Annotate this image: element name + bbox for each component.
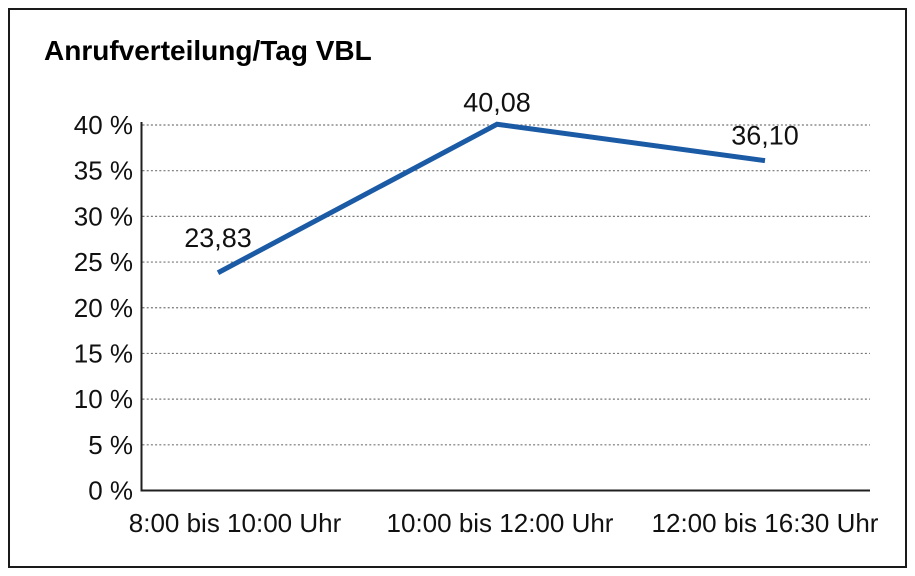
value-label: 40,08: [463, 87, 531, 117]
value-label: 23,83: [184, 223, 252, 253]
y-tick-label: 40 %: [74, 110, 133, 140]
chart-frame: [8, 8, 907, 568]
value-label: 36,10: [731, 121, 799, 151]
data-line: [216, 121, 766, 275]
y-tick-label: 30 %: [74, 201, 133, 231]
x-tick-label: 10:00 bis 12:00 Uhr: [387, 508, 614, 538]
x-tick-label: 12:00 bis 16:30 Uhr: [652, 508, 879, 538]
y-tick-label: 0 %: [88, 476, 133, 506]
y-tick-label: 20 %: [74, 293, 133, 323]
chart-title: Anrufverteilung/Tag VBL: [44, 35, 372, 66]
y-tick-label: 5 %: [88, 430, 133, 460]
y-tick-label: 35 %: [74, 156, 133, 186]
x-tick-label: 8:00 bis 10:00 Uhr: [129, 508, 342, 538]
y-tick-label: 10 %: [74, 384, 133, 414]
y-tick-label: 25 %: [74, 247, 133, 277]
y-tick-label: 15 %: [74, 338, 133, 368]
